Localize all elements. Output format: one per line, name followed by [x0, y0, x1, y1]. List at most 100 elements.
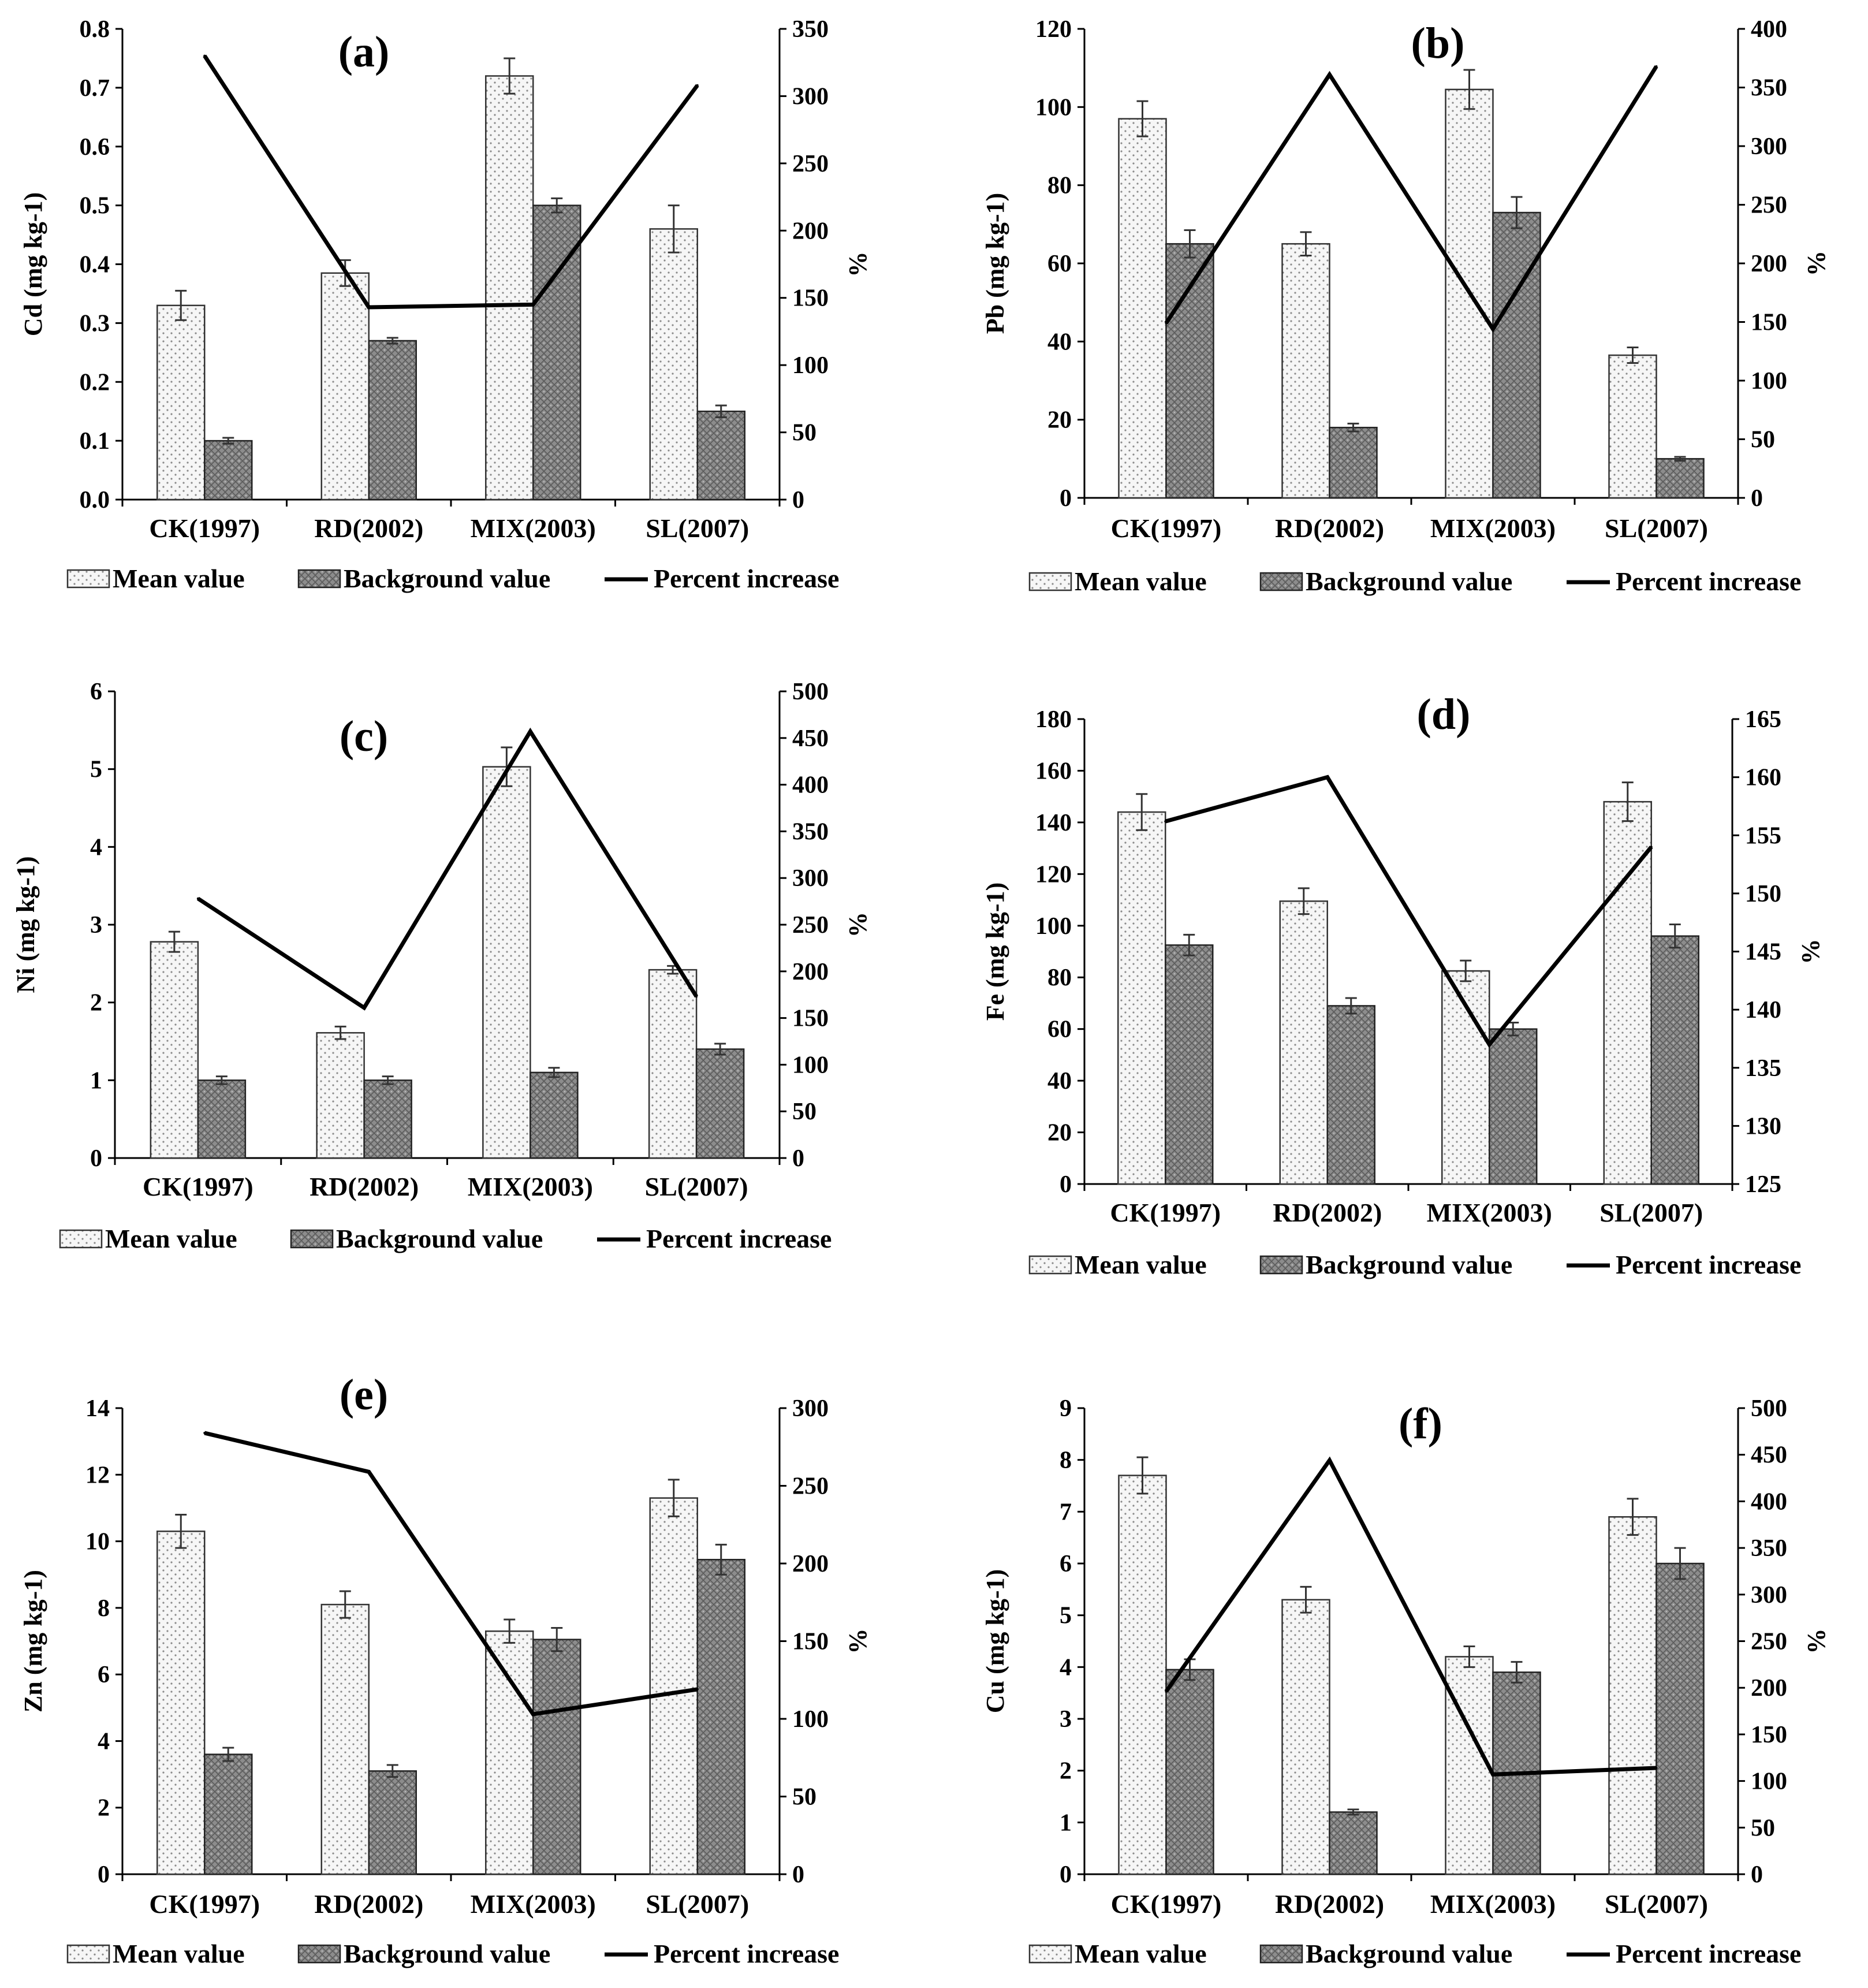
category-label: SL(2007) [646, 513, 749, 543]
y2-tick-label: 150 [1751, 310, 1787, 336]
category-label: MIX(2003) [1427, 1198, 1552, 1227]
percent-point [1650, 846, 1653, 848]
panel-label: (b) [1411, 19, 1465, 68]
y-tick-label: 14 [85, 1395, 110, 1422]
bar-background-value [1165, 1669, 1214, 1875]
y-tick-label: 0 [1060, 485, 1072, 512]
y2-axis-title: % [844, 912, 872, 937]
y-tick-label: 100 [1035, 913, 1072, 940]
category-label: MIX(2003) [1430, 513, 1556, 543]
y2-tick-label: 400 [1751, 1488, 1787, 1515]
bar-background-value [1650, 935, 1699, 1185]
y2-tick-label: 350 [792, 16, 829, 43]
bar-mean-value [156, 304, 206, 501]
legend-mean-label: Mean value [1075, 567, 1207, 596]
percent-point [1655, 65, 1658, 68]
bar-background-value [1656, 458, 1705, 499]
bar-background-value [368, 340, 417, 501]
y2-tick-label: 150 [1751, 1722, 1787, 1748]
bar-background-value [530, 1071, 579, 1159]
legend-percent-label: Percent increase [654, 564, 839, 593]
y-tick-label: 6 [1060, 1551, 1072, 1577]
category-label: CK(1997) [149, 513, 260, 543]
percent-increase-line [1165, 775, 1653, 1048]
legend-background-label: Background value [344, 1939, 550, 1968]
y-tick-label: 140 [1035, 810, 1072, 836]
percent-point [696, 84, 699, 87]
bar-mean-value [649, 228, 698, 501]
y2-tick-label: 300 [1751, 1582, 1787, 1609]
y-tick-label: 0.0 [80, 487, 110, 513]
y-tick-label: 0 [90, 1145, 102, 1172]
y2-tick-label: 160 [1745, 765, 1781, 791]
y2-tick-label: 50 [1751, 1815, 1775, 1841]
percent-point [1488, 1043, 1491, 1046]
y2-tick-label: 350 [1751, 75, 1787, 102]
y-tick-label: 5 [90, 757, 102, 783]
y2-tick-label: 200 [792, 218, 829, 244]
bar-mean-value [1118, 1475, 1167, 1875]
y-tick-label: 10 [85, 1529, 110, 1555]
y-tick-label: 5 [1060, 1603, 1072, 1629]
y-tick-label: 2 [1060, 1758, 1072, 1785]
legend-background-swatch [1259, 572, 1303, 591]
legend-percent-label: Percent increase [1616, 1250, 1801, 1279]
bar-background-value [696, 1559, 745, 1875]
category-label: SL(2007) [645, 1172, 748, 1201]
y2-tick-label: 50 [1751, 427, 1775, 453]
category-label: CK(1997) [1111, 513, 1222, 543]
percent-increase-line [204, 1431, 698, 1717]
bar-mean-value [320, 272, 370, 501]
y2-tick-label: 250 [792, 912, 829, 939]
panel-label: (d) [1417, 690, 1471, 739]
y2-tick-label: 145 [1745, 939, 1781, 966]
percent-point [1328, 1459, 1331, 1462]
percent-increase-line [203, 54, 699, 310]
y-tick-label: 40 [1047, 329, 1072, 355]
y-tick-label: 0.6 [80, 134, 110, 161]
y2-tick-label: 50 [792, 1784, 816, 1811]
percent-point [529, 730, 532, 733]
y2-tick-label: 0 [792, 1145, 804, 1172]
y2-tick-label: 350 [1751, 1535, 1787, 1562]
bar-mean-value [1279, 900, 1328, 1185]
y-tick-label: 4 [1060, 1654, 1072, 1681]
y-tick-label: 0.3 [80, 310, 110, 337]
y-tick-label: 1 [1060, 1810, 1072, 1836]
y-tick-label: 12 [85, 1462, 110, 1488]
bar-background-value [368, 1770, 417, 1875]
y2-tick-label: 200 [792, 1551, 829, 1577]
percent-point [1165, 322, 1168, 325]
y-tick-label: 20 [1047, 1120, 1072, 1146]
percent-point [532, 1712, 535, 1715]
y2-tick-label: 155 [1745, 822, 1781, 849]
y2-tick-label: 50 [792, 420, 816, 446]
category-label: RD(2002) [1275, 513, 1384, 543]
y2-tick-label: 300 [1751, 133, 1787, 160]
category-label: RD(2002) [314, 1889, 423, 1919]
percent-point [696, 1688, 699, 1691]
y-axis-title: Zn (mg kg-1) [19, 1570, 47, 1712]
y2-tick-label: 100 [792, 352, 829, 379]
bar-background-value [1326, 1005, 1375, 1185]
chart-panel-1: 0 20 40 60 80 100 120 0 50 100 150 200 250 300 350 400 C… [981, 16, 1830, 596]
bar-mean-value [1281, 243, 1330, 499]
legend-mean-label: Mean value [113, 1939, 245, 1968]
category-label: CK(1997) [143, 1172, 253, 1201]
y-axis-title: Pb (mg kg-1) [981, 193, 1009, 334]
y2-tick-label: 300 [792, 865, 829, 892]
percent-increase-line [196, 727, 699, 1011]
legend-mean-label: Mean value [1075, 1939, 1207, 1968]
bar-mean-value [1608, 354, 1657, 499]
legend-mean-label: Mean value [113, 564, 245, 593]
bar-mean-value [1445, 1656, 1494, 1875]
percent-point [1492, 1773, 1494, 1776]
bar-mean-value [1117, 811, 1166, 1185]
y-tick-label: 0.1 [80, 428, 110, 455]
y2-tick-label: 200 [792, 959, 829, 985]
legend-background-label: Background value [1306, 567, 1512, 596]
legend-background-swatch [290, 1229, 334, 1249]
bar-background-value [1489, 1028, 1538, 1185]
y2-tick-label: 250 [792, 1473, 829, 1500]
bar-background-value [532, 1639, 581, 1875]
